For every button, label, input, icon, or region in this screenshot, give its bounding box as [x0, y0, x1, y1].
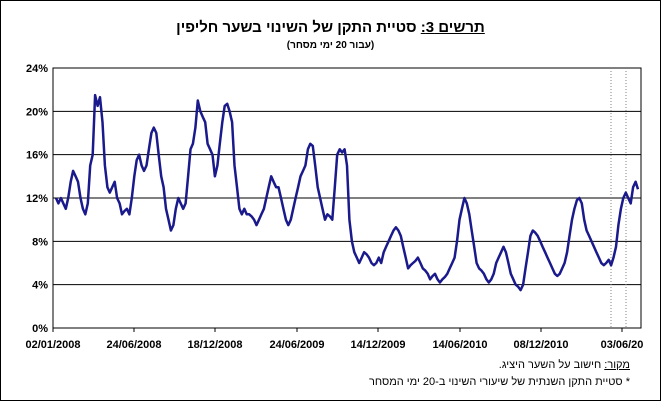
footnote: * סטיית התקן השנתית של שיעורי השינוי ב-2…: [369, 376, 630, 388]
y-axis-tick-labels: 0% 4% 8% 12% 16% 20% 24%: [26, 63, 48, 335]
gridlines: [52, 67, 642, 329]
chart-title: תרשים 3: סטיית התקן של השינוי בשער חליפי…: [1, 19, 660, 36]
x-tick-label: 08/12/2010: [513, 339, 568, 351]
x-tick-label: 24/06/2008: [106, 339, 161, 351]
y-tick-label: 0%: [32, 323, 48, 335]
x-tick-label: 24/06/2009: [269, 339, 324, 351]
chart-subtitle: (עבור 20 ימי מסחר): [286, 40, 375, 51]
x-axis-tick-labels: 02/01/2008 24/06/2008 18/12/2008 24/06/2009…: [25, 328, 643, 351]
y-tick-label: 20%: [26, 106, 48, 118]
series-lines: [54, 93, 640, 292]
y-tick-label: 12%: [26, 193, 48, 205]
source-label: מקור:: [604, 359, 630, 371]
series-line-0: [54, 93, 640, 292]
x-tick-label: 14/12/2009: [350, 339, 405, 351]
x-tick-label: 02/01/2008: [25, 339, 80, 351]
source-text: חישוב על השער היציג.: [498, 359, 605, 371]
x-tick-label: 14/06/2010: [432, 339, 487, 351]
y-tick-label: 4%: [32, 280, 48, 292]
chart-title-text: סטיית התקן של השינוי בשער חליפין: [176, 19, 421, 36]
source-note: מקור: חישוב על השער היציג.: [499, 359, 630, 371]
y-tick-label: 24%: [26, 63, 48, 75]
y-tick-label: 8%: [32, 236, 48, 248]
x-tick-label: 03/06/20: [601, 339, 644, 351]
chart-number-label: תרשים 3:: [420, 19, 485, 36]
y-tick-label: 16%: [26, 150, 48, 162]
x-tick-label: 18/12/2008: [187, 339, 242, 351]
